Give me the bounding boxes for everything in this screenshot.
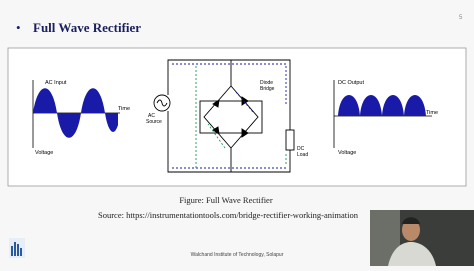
bullet: • <box>16 20 21 35</box>
dc-time-label: Time <box>426 110 438 116</box>
dc-voltage-label: Voltage <box>338 150 356 156</box>
footer: Walchand Institute of Technology, Solapu… <box>191 252 284 258</box>
ac-input-label: AC Input <box>45 80 67 86</box>
ac-wave <box>33 88 118 138</box>
circuit <box>153 59 295 173</box>
logo <box>9 238 25 258</box>
figure-frame <box>7 47 467 187</box>
dc-wave <box>338 95 426 116</box>
source-label: AC Source <box>146 113 162 125</box>
caption: Figure: Full Wave Rectifier <box>179 195 273 205</box>
dc-output-label: DC Output <box>338 80 364 86</box>
ac-time-label: Time <box>118 106 130 112</box>
source-link: Source: https://instrumentationtools.com… <box>98 210 359 220</box>
dc-output-graph <box>333 80 432 148</box>
ac-input-graph <box>32 80 120 148</box>
ac-voltage-label: Voltage <box>35 150 53 156</box>
presenter-video <box>370 210 474 266</box>
bridge-label: Diode Bridge <box>260 80 275 92</box>
load-label: DC Load <box>297 146 308 158</box>
slide-title: Full Wave Rectifier <box>33 20 141 35</box>
page-number: 5 <box>459 15 463 21</box>
